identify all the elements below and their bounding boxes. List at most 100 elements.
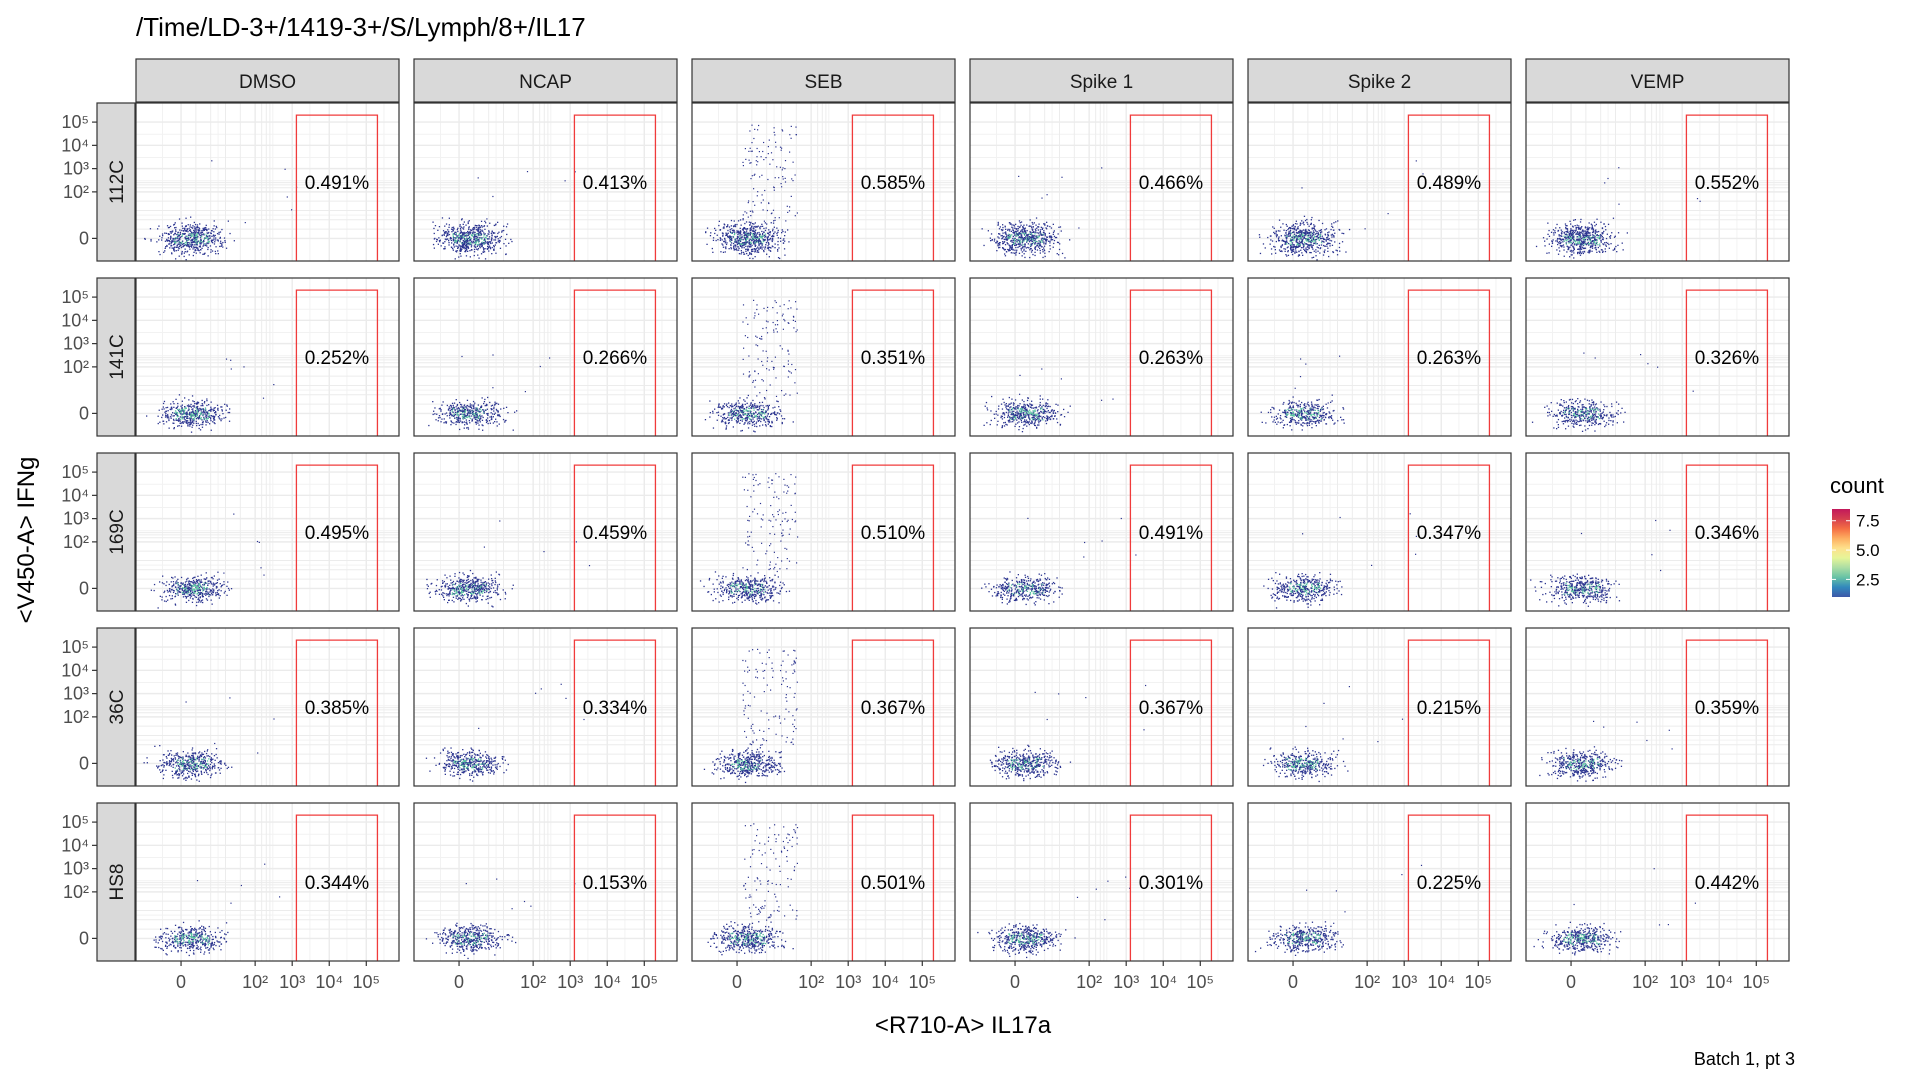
data-point — [181, 406, 183, 409]
data-point — [467, 247, 470, 249]
data-point — [196, 402, 198, 405]
data-point — [1307, 237, 1309, 239]
data-point — [173, 240, 175, 242]
data-point — [1024, 237, 1026, 239]
data-point — [1007, 228, 1009, 230]
data-point — [1313, 238, 1315, 241]
data-point — [1280, 226, 1282, 228]
data-point — [166, 244, 168, 247]
data-point — [461, 421, 463, 423]
data-point — [187, 244, 189, 246]
data-point — [168, 233, 170, 235]
data-point — [1593, 236, 1595, 239]
data-point — [1560, 232, 1563, 234]
data-point — [1031, 231, 1033, 233]
data-point — [721, 232, 724, 234]
data-point — [756, 232, 759, 234]
panel-background — [1248, 103, 1511, 261]
data-point — [477, 236, 479, 238]
data-point — [196, 227, 198, 229]
data-point — [481, 225, 483, 227]
data-point — [745, 250, 747, 252]
data-point — [1312, 234, 1315, 236]
data-point — [492, 422, 494, 424]
data-point — [462, 233, 464, 235]
data-point — [1029, 233, 1032, 235]
data-point — [479, 415, 481, 417]
data-point — [459, 253, 461, 255]
data-point — [1293, 239, 1295, 241]
data-point — [465, 242, 468, 244]
data-point — [207, 239, 209, 241]
data-point — [1559, 238, 1561, 241]
data-point — [475, 240, 477, 242]
data-point — [458, 256, 460, 258]
data-point — [1043, 247, 1045, 249]
data-point — [1012, 248, 1014, 250]
data-point — [725, 246, 727, 248]
data-point — [770, 222, 772, 224]
data-point — [1039, 241, 1041, 243]
data-point — [1011, 224, 1013, 226]
data-point — [455, 421, 457, 423]
data-point — [466, 232, 468, 234]
data-point — [463, 231, 465, 234]
data-point — [1302, 222, 1304, 224]
data-point — [460, 413, 462, 415]
data-point — [192, 424, 194, 426]
data-point — [493, 410, 495, 412]
data-point — [1338, 228, 1340, 231]
data-point — [1591, 228, 1593, 230]
data-point — [482, 242, 484, 244]
data-point — [724, 237, 726, 240]
data-point — [1023, 224, 1025, 226]
data-point — [719, 239, 721, 241]
data-point — [192, 235, 194, 237]
data-point — [1019, 245, 1021, 247]
panel-141C-SEB: 0.351% — [691, 277, 956, 437]
data-point — [781, 169, 783, 171]
data-point — [754, 234, 757, 236]
data-point — [1291, 238, 1294, 240]
data-point — [164, 416, 167, 418]
data-point — [479, 243, 481, 245]
data-point — [1035, 237, 1037, 239]
data-point — [474, 241, 476, 243]
data-point — [1053, 235, 1056, 237]
data-point — [751, 248, 754, 250]
data-point — [1027, 246, 1029, 249]
data-point — [1593, 244, 1595, 246]
data-point — [1335, 221, 1337, 223]
data-point — [745, 238, 747, 241]
data-point — [1565, 225, 1567, 227]
data-point — [742, 404, 744, 406]
data-point — [1332, 226, 1334, 228]
data-point — [166, 238, 168, 241]
data-point — [182, 409, 185, 411]
data-point — [473, 254, 475, 257]
data-point — [761, 237, 763, 240]
data-point — [468, 243, 470, 245]
data-point — [1284, 250, 1286, 252]
data-point — [754, 240, 756, 242]
data-point — [1023, 253, 1025, 255]
data-point — [1314, 229, 1316, 231]
data-point — [178, 247, 180, 250]
data-point — [186, 237, 188, 239]
data-point — [195, 236, 197, 239]
data-point — [488, 230, 490, 232]
data-point — [1311, 235, 1313, 237]
data-point — [753, 188, 755, 190]
data-point — [1000, 229, 1003, 231]
data-point — [473, 404, 475, 406]
data-point — [747, 394, 749, 397]
data-point — [1015, 223, 1017, 225]
data-point — [749, 233, 751, 235]
data-point — [1562, 244, 1565, 246]
data-point — [490, 232, 492, 234]
data-point — [188, 242, 190, 244]
data-point — [761, 234, 764, 236]
data-point — [175, 258, 177, 260]
data-point — [204, 409, 207, 411]
data-point — [1023, 248, 1025, 250]
